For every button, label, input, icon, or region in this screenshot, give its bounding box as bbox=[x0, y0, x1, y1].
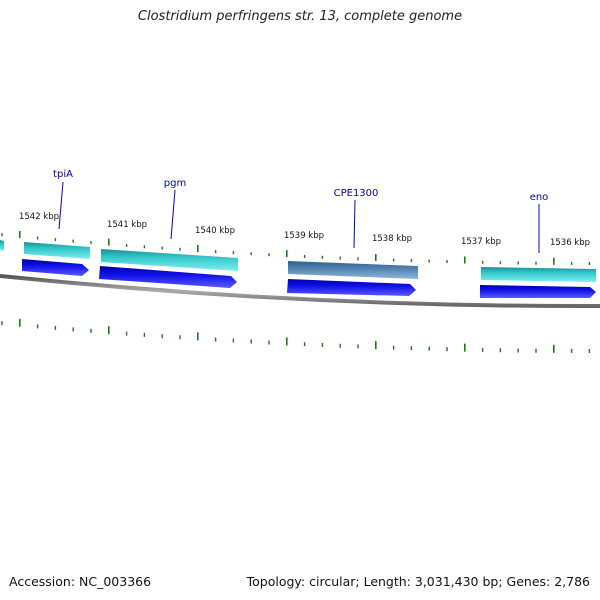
tick-row-lower bbox=[1, 318, 591, 353]
gene-feature-tpiA bbox=[0, 240, 4, 251]
genome-summary: Topology: circular; Length: 3,031,430 bp… bbox=[246, 574, 590, 589]
gene-label-tpiA: tpiA bbox=[53, 169, 73, 180]
gene-feature-pgm bbox=[101, 249, 238, 271]
leader-line-CPE1300 bbox=[353, 199, 356, 249]
gene-feature-CPE1300 bbox=[288, 261, 418, 279]
gene-label-CPE1300: CPE1300 bbox=[334, 188, 379, 199]
kbp-label: 1536 kbp bbox=[550, 238, 590, 248]
gene-features bbox=[0, 240, 596, 282]
gene-feature-eno bbox=[481, 267, 596, 282]
kbp-label: 1542 kbp bbox=[19, 212, 59, 222]
genome-backbone bbox=[0, 274, 600, 309]
tick-row-upper bbox=[1, 230, 591, 265]
cds-features bbox=[22, 259, 596, 298]
gene-label-lines bbox=[58, 181, 540, 253]
page-title: Clostridium perfringens str. 13, complet… bbox=[137, 9, 463, 24]
cds-arrow-2 bbox=[99, 266, 237, 288]
leader-line-tpiA bbox=[58, 181, 64, 230]
kbp-label: 1541 kbp bbox=[107, 220, 147, 230]
cds-arrow-3 bbox=[287, 279, 416, 296]
kbp-label: 1540 kbp bbox=[195, 226, 235, 236]
kbp-label: 1538 kbp bbox=[372, 234, 412, 244]
gene-label-eno: eno bbox=[530, 192, 549, 203]
cds-arrow-4 bbox=[480, 285, 596, 298]
kbp-label: 1539 kbp bbox=[284, 231, 324, 241]
gene-labels: tpiA pgm CPE1300 eno bbox=[53, 169, 548, 203]
cds-arrow-1 bbox=[22, 259, 89, 276]
gene-feature-tpiA-block bbox=[24, 242, 90, 259]
kbp-labels: 1542 kbp 1541 kbp 1540 kbp 1539 kbp 1538… bbox=[19, 212, 590, 248]
leader-line-pgm bbox=[170, 189, 176, 240]
gene-label-pgm: pgm bbox=[164, 178, 186, 189]
accession-label: Accession: NC_003366 bbox=[9, 574, 152, 589]
kbp-label: 1537 kbp bbox=[461, 237, 501, 247]
